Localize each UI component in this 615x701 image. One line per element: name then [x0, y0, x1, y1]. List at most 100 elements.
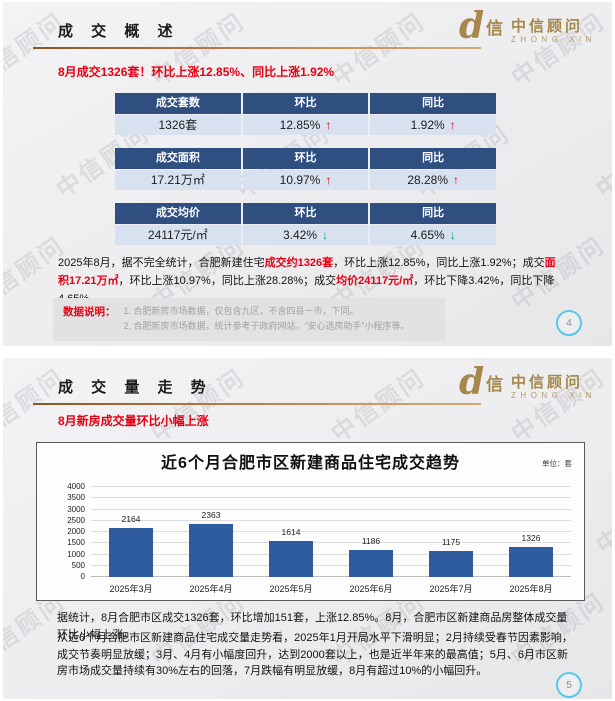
metric-tables: 成交套数 环比 同比 1326套 12.85% ↑ 1.92% ↑ 成交面积 环比 同比 17.21万… [115, 93, 497, 258]
arrow-down-icon: ↓ [449, 228, 456, 242]
bar-value-label: 2363 [201, 510, 221, 520]
cell-value: 28.28% [407, 173, 449, 187]
data-note-line: 1. 合肥新房市场数据，仅包含九区，不含四县一市，下同。 [123, 306, 359, 316]
cell-value: 3.42% [282, 228, 318, 242]
cell-value: 4.65% [410, 228, 445, 242]
logo-mark-icon: d 信 [459, 8, 504, 50]
summary-highlight: 均价24117元/㎡ [336, 274, 414, 287]
summary-highlight: 面积17.21万㎡ [58, 257, 556, 287]
bar-value-label: 1326 [521, 533, 541, 543]
gridline [91, 486, 571, 487]
summary-highlight: 成交约1326套 [264, 257, 334, 269]
logo-xin-glyph: 信 [486, 375, 504, 394]
y-axis-tick-label: 3500 [67, 493, 85, 503]
zhongxin-logo: d 信 中信顾问 ZHONG XIN [459, 8, 596, 50]
logo-xin-glyph: 信 [486, 19, 504, 38]
x-axis-tick-label: 2025年6月 [349, 584, 393, 594]
cell-value: 1.92% [410, 118, 445, 132]
table-header-cell: 成交面积 [115, 148, 241, 169]
page-number-badge: 5 [556, 672, 582, 698]
page-number-badge: 4 [556, 310, 582, 336]
table-value-cell: 1.92% ↑ [370, 115, 497, 135]
logo-names: 中信顾问 ZHONG XIN [511, 374, 596, 400]
bar-group: 1186 [331, 487, 411, 577]
gridline [91, 497, 571, 499]
table-value-cell: 3.42% ↓ [242, 225, 369, 245]
header-underline [33, 47, 481, 49]
y-axis-tick-label: 2000 [67, 527, 85, 536]
bar-group: 2363 [171, 487, 251, 577]
table-header-cell: 成交套数 [115, 93, 241, 114]
y-axis-tick-label: 2500 [67, 515, 85, 525]
zhongxin-logo: d 信 中信顾问 ZHONG XIN [459, 364, 596, 406]
table-value-cell: 10.97% ↑ [242, 170, 369, 190]
bar [108, 528, 153, 577]
logo-swoosh-icon: d [459, 361, 485, 403]
logo-name-cn: 中信顾问 [511, 373, 584, 391]
x-axis-tick-label: 2025年5月 [269, 584, 313, 594]
y-axis-tick-label: 4000 [67, 482, 85, 491]
table-header-cell: 同比 [370, 148, 497, 169]
arrow-up-icon: ↑ [453, 173, 460, 187]
table-header-cell: 同比 [370, 203, 497, 224]
logo-name-en: ZHONG XIN [511, 35, 596, 45]
arrow-up-icon: ↑ [449, 118, 456, 132]
bar-value-label: 1175 [441, 537, 461, 547]
data-note-line: 2. 合肥新房市场数据，统计参考于政府网站，“安心选房助手”小程序等。 [123, 320, 410, 331]
logo-name-cn: 中信顾问 [511, 17, 584, 35]
table-value-cell: 24117元/㎡ [115, 225, 241, 245]
gridline [91, 576, 571, 577]
bar [428, 551, 473, 577]
chart-plot-area: 0 500 1000 1500 2000 2500 3000 3500 4000 2025年3月 2… [67, 482, 571, 594]
metric-table: 成交套数 环比 同比 1326套 12.85% ↑ 1.92% ↑ [115, 93, 497, 135]
analysis-paragraph-2: 从近6个月合肥市区新建商品住宅成交量走势看，2025年1月开局水平下滑明显；2月… [57, 632, 573, 677]
data-notes-lines: 1. 合肥新房市场数据，仅包含九区，不含四县一市，下同。 2. 合肥新房市场数据，… [124, 304, 410, 334]
x-axis-tick-label: 2025年4月 [189, 584, 233, 594]
y-axis-tick-label: 1000 [67, 549, 85, 559]
slide-title: 成 交 概 述 [58, 23, 180, 40]
slide-transaction-overview: 中信顾问 中信顾问 中信顾问 中信顾问 中信顾问 中信顾问 中信顾问 中信顾问 中信顾问 中信顾问… [3, 2, 612, 346]
bar [508, 547, 553, 577]
logo-name-en: ZHONG XIN [511, 391, 596, 401]
cell-value: 10.97% [279, 173, 321, 187]
gridline [91, 508, 571, 510]
summary-text: ，环比上涨12.85%，同比上涨1.92%；成交 [333, 257, 545, 269]
bar [188, 524, 233, 577]
gridline [91, 564, 571, 566]
table-value-cell: 28.28% ↑ [370, 170, 497, 190]
gridline [91, 542, 571, 544]
bar-group: 1175 [411, 487, 491, 577]
table-header-cell: 环比 [242, 148, 369, 169]
table-value-cell: 4.65% ↓ [370, 225, 497, 245]
logo-swoosh-icon: d [459, 5, 485, 47]
bar-group: 2164 [91, 487, 171, 577]
bar-group: 1326 [491, 487, 571, 577]
red-headline: 8月成交1326套！环比上涨12.85%、同比上涨1.92% [58, 65, 335, 79]
header-underline [33, 403, 481, 405]
bar-value-label: 1614 [281, 527, 301, 537]
watermark-text: 中信顾问 [591, 475, 612, 560]
table-value-cell: 12.85% ↑ [242, 115, 369, 135]
metric-table: 成交面积 环比 同比 17.21万㎡ 10.97% ↑ 28.28% ↑ [115, 148, 497, 190]
arrow-up-icon: ↑ [325, 173, 332, 187]
bar-value-label: 1186 [361, 536, 381, 546]
bar [348, 550, 393, 577]
y-axis-tick-label: 0 [80, 572, 85, 581]
chart-unit-label: 单位：套 [542, 459, 572, 468]
bar-chart: 近6个月合肥市区新建商品住宅成交趋势 单位：套 0 500 1000 1500 2000… [36, 442, 585, 601]
cell-value: 17.21万㎡ [150, 173, 205, 187]
analysis-paragraph-1: 据统计，8月合肥市区成交1326套，环比增加151套，上涨12.85%。8月，合… [57, 612, 568, 641]
bar-value-label: 2164 [121, 514, 141, 524]
cell-value: 24117元/㎡ [147, 228, 208, 242]
chart-title: 近6个月合肥市区新建商品住宅成交趋势 [161, 455, 460, 472]
slide-title: 成 交 量 走 势 [58, 379, 213, 396]
summary-text: 2025年8月，据不完全统计，合肥新建住宅 [58, 257, 265, 269]
gridline [91, 519, 571, 521]
table-header-cell: 成交均价 [115, 203, 241, 224]
x-axis-tick-label: 2025年8月 [509, 584, 553, 594]
watermark-text: 中信顾问 [591, 119, 612, 204]
gridline [91, 531, 571, 532]
table-header-cell: 同比 [370, 93, 497, 114]
bar [268, 541, 313, 577]
gridline [91, 553, 571, 555]
